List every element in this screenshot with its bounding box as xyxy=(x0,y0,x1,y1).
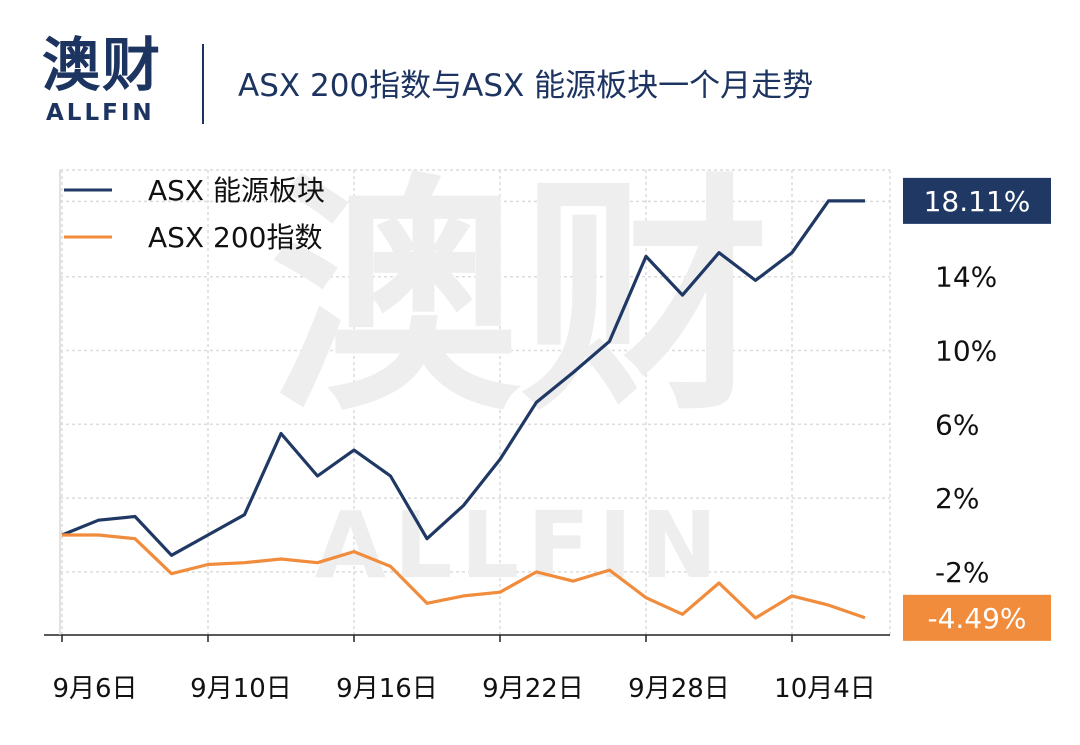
watermark: 澳财 ALLFIN xyxy=(270,153,770,599)
x-tick-label: 9月16日 xyxy=(336,674,438,704)
asx200-line xyxy=(62,533,866,620)
axes xyxy=(44,170,890,642)
x-tick-label: 9月6日 xyxy=(52,674,137,704)
energy-sector-line xyxy=(61,199,865,557)
logo-text-cn: 澳财 xyxy=(42,31,163,99)
y-tick-label: 14% xyxy=(935,261,997,294)
logo-text-en: ALLFIN xyxy=(46,100,155,126)
watermark-cn: 澳财 xyxy=(270,153,770,444)
x-axis-labels: 9月6日 9月10日 9月16日 9月22日 9月28日 10月4日 xyxy=(52,674,875,704)
end-label-box xyxy=(903,177,1051,224)
end-label-text: -4.49% xyxy=(927,602,1026,635)
series-lines xyxy=(61,199,866,620)
legend: ASX 能源板块 ASX 200指数 xyxy=(64,174,325,254)
header: 澳财 ALLFIN ASX 200指数与ASX 能源板块一个月走势 xyxy=(0,0,1080,140)
y-tick-label: -2% xyxy=(935,556,990,589)
end-labels: 18.11% -4.49% xyxy=(903,177,1051,641)
y-tick-label: 2% xyxy=(935,482,979,515)
y-tick-label: 6% xyxy=(935,408,979,441)
x-tick-label: 9月22日 xyxy=(482,674,584,704)
grid xyxy=(60,169,891,635)
legend-label: ASX 能源板块 xyxy=(148,174,325,207)
end-label-text: 18.11% xyxy=(924,185,1031,218)
y-tick-label: 10% xyxy=(935,335,997,368)
legend-label: ASX 200指数 xyxy=(148,221,322,254)
y-axis-labels: -2% 2% 6% 10% 14% xyxy=(935,261,997,589)
x-tick-label: 9月28日 xyxy=(628,674,730,704)
watermark-en: ALLFIN xyxy=(315,492,726,599)
header-divider xyxy=(202,44,204,124)
x-tick-label: 9月10日 xyxy=(190,674,292,704)
x-tick-label: 10月4日 xyxy=(774,674,876,704)
end-label-box xyxy=(903,594,1051,641)
chart-title: ASX 200指数与ASX 能源板块一个月走势 xyxy=(238,68,814,104)
